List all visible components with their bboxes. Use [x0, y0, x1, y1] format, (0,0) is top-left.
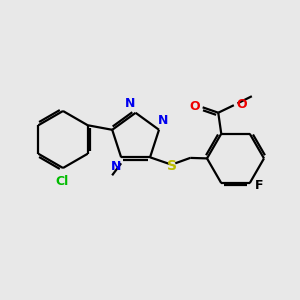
Text: F: F	[255, 179, 264, 192]
Text: O: O	[189, 100, 200, 113]
Text: N: N	[111, 160, 121, 173]
Text: S: S	[167, 159, 177, 173]
Text: O: O	[237, 98, 247, 111]
Text: N: N	[125, 98, 135, 110]
Text: N: N	[158, 114, 168, 128]
Text: Cl: Cl	[55, 175, 68, 188]
